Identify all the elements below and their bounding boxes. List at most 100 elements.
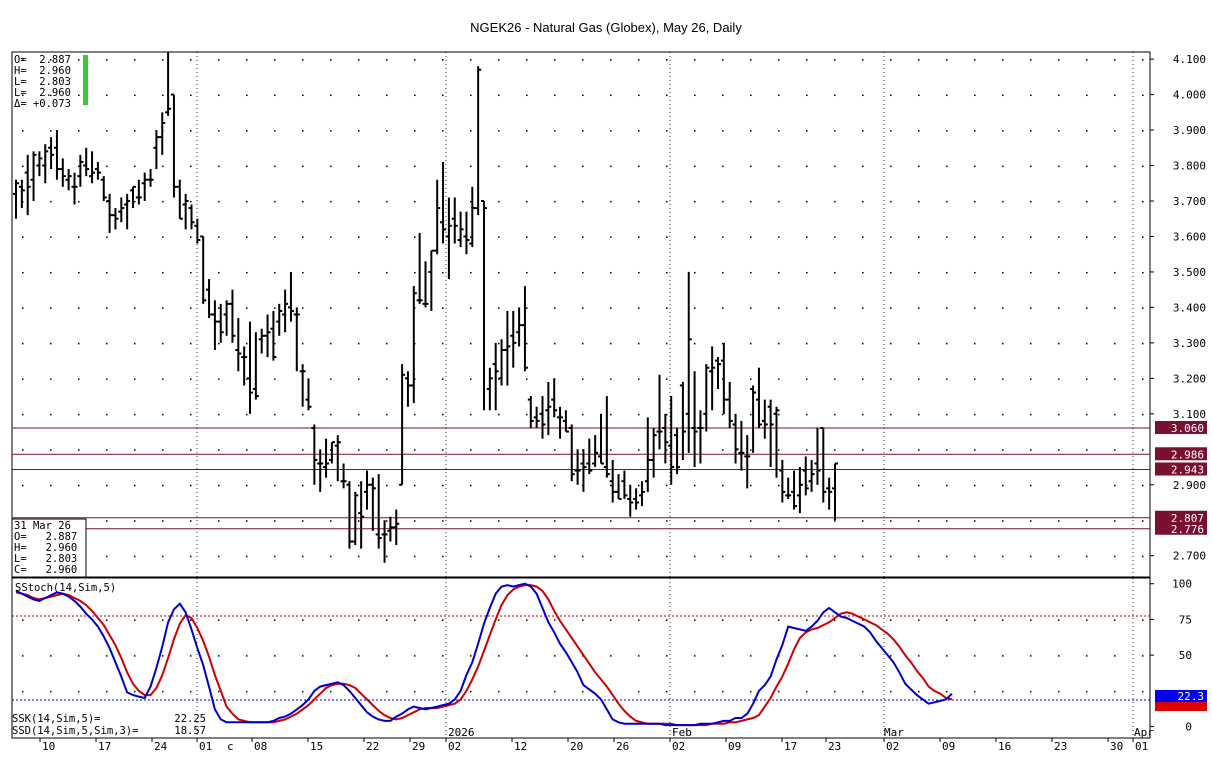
grid-dot-8 <box>470 342 472 345</box>
grid-dot-2 <box>1086 130 1088 132</box>
grid-dot-5 <box>666 236 668 238</box>
ohlc-bar-85 <box>510 310 517 368</box>
osc-grid-dot-1 <box>694 655 696 657</box>
ohlc-bar-126 <box>750 385 757 453</box>
grid-dot-13 <box>722 520 724 522</box>
grid-dot-12 <box>246 484 248 487</box>
grid-dot-4 <box>274 200 276 203</box>
osc-grid-dot-0 <box>946 619 948 621</box>
osc-grid-dot-2 <box>470 690 472 693</box>
ohlc-bar-21 <box>135 179 142 205</box>
ohlc-bar-77 <box>463 211 470 255</box>
grid-dot-9 <box>358 378 360 380</box>
grid-dot-0 <box>1030 59 1032 61</box>
grid-dot-0 <box>750 59 752 61</box>
price-tick-11: 2.900 <box>1173 479 1206 492</box>
grid-dot-3 <box>386 165 388 168</box>
osc-grid-dot-0 <box>750 619 752 621</box>
x-tick-21: 01 <box>1135 740 1148 753</box>
grid-dot-2 <box>526 130 528 132</box>
grid-dot-9 <box>610 378 612 380</box>
grid-dot-4 <box>1058 200 1060 203</box>
ssd-line <box>15 584 953 727</box>
x-tick-19: 23 <box>1054 740 1067 753</box>
oscillator-panel[interactable]: SStoch(14,Sim,5) SSK(14,Sim,5)= 22.25 SS… <box>11 577 1151 739</box>
grid-dot-4 <box>946 200 948 203</box>
grid-dot-10 <box>106 413 108 416</box>
price-panel[interactable] <box>11 51 1151 578</box>
price-tick-1: 4.000 <box>1173 89 1206 102</box>
grid-dot-11 <box>554 449 556 451</box>
grid-dot-1 <box>246 94 248 97</box>
grid-dot-6 <box>1142 271 1144 274</box>
grid-dot-1 <box>834 94 836 97</box>
grid-dot-4 <box>190 200 192 203</box>
osc-grid-dot-0 <box>1058 619 1060 621</box>
grid-dot-8 <box>106 342 108 345</box>
osc-grid-dot-1 <box>750 655 752 657</box>
grid-dot-1 <box>106 94 108 97</box>
grid-dot-8 <box>302 342 304 345</box>
grid-dot-3 <box>1142 165 1144 168</box>
grid-dot-14 <box>778 555 780 558</box>
oscillator-grid <box>22 619 1144 693</box>
grid-dot-4 <box>1086 200 1088 203</box>
grid-dot-12 <box>1058 484 1060 487</box>
grid-dot-3 <box>526 165 528 168</box>
grid-dot-11 <box>106 449 108 451</box>
grid-dot-9 <box>274 378 276 380</box>
grid-dot-12 <box>610 484 612 487</box>
grid-dot-4 <box>1002 200 1004 203</box>
grid-dot-8 <box>442 342 444 345</box>
osc-grid-dot-1 <box>1114 655 1116 657</box>
osc-grid-dot-2 <box>498 690 500 693</box>
grid-dot-10 <box>1086 413 1088 416</box>
grid-dot-1 <box>526 94 528 97</box>
grid-dot-10 <box>1114 413 1116 416</box>
grid-dot-2 <box>470 130 472 132</box>
grid-dot-7 <box>806 307 808 309</box>
grid-dot-8 <box>834 342 836 345</box>
ohlc-bar-74 <box>445 197 452 280</box>
grid-dot-0 <box>190 59 192 61</box>
grid-dot-7 <box>470 307 472 309</box>
grid-dot-9 <box>862 378 864 380</box>
grid-dot-14 <box>246 555 248 558</box>
grid-dot-5 <box>610 236 612 238</box>
ohlc-bar-83 <box>498 339 505 386</box>
grid-dot-7 <box>246 307 248 309</box>
ohlc-bar-125 <box>744 435 751 489</box>
grid-dot-12 <box>470 484 472 487</box>
ohlc-bar-96 <box>574 449 581 485</box>
grid-dot-7 <box>22 307 24 309</box>
grid-dot-13 <box>1058 520 1060 522</box>
grid-dot-14 <box>1142 555 1144 558</box>
grid-dot-5 <box>134 236 136 238</box>
grid-dot-1 <box>330 94 332 97</box>
grid-dot-2 <box>274 130 276 132</box>
grid-dot-9 <box>582 378 584 380</box>
oscillator-month-separators <box>196 578 1134 738</box>
ohlc-bar-135 <box>802 456 809 496</box>
grid-dot-8 <box>750 342 752 345</box>
grid-dot-2 <box>806 130 808 132</box>
ohlc-bar-69 <box>416 232 423 304</box>
grid-dot-2 <box>918 130 920 132</box>
osc-grid-dot-2 <box>442 690 444 693</box>
osc-grid-dot-2 <box>106 690 108 693</box>
grid-dot-5 <box>806 236 808 238</box>
grid-dot-9 <box>470 378 472 380</box>
osc-grid-dot-1 <box>666 655 668 657</box>
grid-dot-1 <box>386 94 388 97</box>
osc-grid-dot-2 <box>834 690 836 693</box>
grid-dot-6 <box>666 271 668 274</box>
grid-dot-8 <box>358 342 360 345</box>
grid-dot-5 <box>50 236 52 238</box>
osc-grid-dot-2 <box>78 690 80 693</box>
osc-grid-dot-1 <box>498 655 500 657</box>
grid-dot-1 <box>1114 94 1116 97</box>
grid-dot-12 <box>134 484 136 487</box>
ohlc-bar-65 <box>393 509 400 546</box>
grid-dot-12 <box>190 484 192 487</box>
